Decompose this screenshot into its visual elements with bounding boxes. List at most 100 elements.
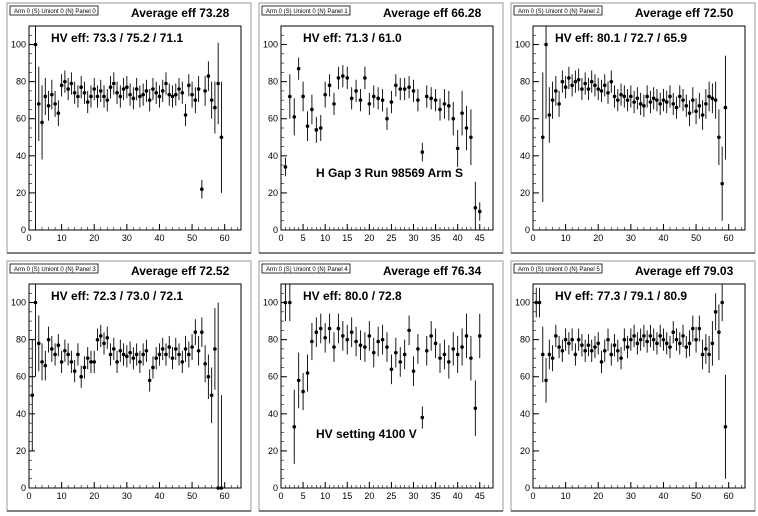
point-marker — [648, 334, 653, 338]
point-marker — [589, 79, 594, 84]
data-point — [674, 328, 679, 351]
data-point — [668, 335, 672, 359]
y-tick-label: 100 — [11, 40, 26, 50]
point-marker — [33, 42, 38, 47]
point-marker — [53, 352, 57, 357]
point-marker — [586, 87, 591, 91]
point-marker — [723, 425, 728, 429]
point-marker — [602, 83, 607, 88]
data-point — [50, 335, 54, 362]
point-marker — [550, 356, 555, 360]
point-marker — [563, 337, 568, 342]
point-marker — [398, 360, 403, 364]
data-point — [292, 389, 297, 464]
data-point — [560, 70, 565, 93]
point-marker — [209, 98, 214, 102]
y-tick-label: 60 — [268, 114, 278, 124]
point-marker — [655, 98, 659, 102]
point-marker — [622, 337, 627, 342]
data-point — [125, 345, 129, 368]
x-tick-label: 10 — [561, 233, 571, 243]
point-marker — [40, 360, 44, 364]
pad-title: Arm 0 (S) Uniont 0 (N) Panel 5 — [518, 267, 600, 273]
data-point — [196, 335, 201, 366]
hv-eff-label: HV eff: 80.1 / 72.7 / 65.9 — [555, 31, 687, 45]
data-point — [219, 395, 224, 490]
point-marker — [451, 347, 456, 351]
point-marker — [668, 345, 672, 349]
point-marker — [209, 393, 214, 398]
point-marker — [196, 348, 201, 353]
point-marker — [477, 209, 482, 214]
point-marker — [345, 337, 350, 342]
y-tick-label: 40 — [268, 409, 278, 419]
point-marker — [121, 352, 126, 357]
point-marker — [216, 81, 220, 86]
point-marker — [442, 102, 447, 106]
data-point — [599, 350, 604, 374]
point-marker — [216, 486, 220, 490]
data-point — [599, 79, 604, 103]
chart-panel-2: Arm 0 (S) Uniont 0 (N) Panel 2 Average ef… — [510, 2, 756, 254]
point-marker — [190, 345, 194, 349]
point-marker — [76, 352, 80, 357]
data-point — [36, 66, 41, 141]
data-point — [704, 334, 708, 364]
point-marker — [629, 94, 633, 99]
point-marker — [327, 83, 332, 88]
point-marker — [79, 374, 83, 379]
x-tick-label: 25 — [386, 233, 396, 243]
data-point — [691, 87, 695, 114]
point-marker — [66, 87, 70, 91]
data-point — [586, 77, 591, 101]
data-point — [128, 83, 132, 106]
data-point — [684, 94, 689, 117]
point-marker — [473, 406, 478, 411]
data-point — [576, 68, 581, 91]
point-marker — [416, 347, 420, 351]
data-point — [167, 335, 172, 359]
y-tick-label: 20 — [268, 188, 278, 198]
point-marker — [79, 85, 83, 89]
data-point — [596, 332, 601, 355]
data-point — [82, 81, 87, 104]
data-point — [576, 328, 581, 351]
point-marker — [157, 94, 162, 99]
data-point — [567, 332, 571, 355]
data-point — [151, 356, 155, 379]
point-marker — [455, 146, 460, 151]
data-point — [305, 354, 310, 392]
point-marker — [576, 337, 581, 342]
point-marker — [213, 347, 217, 351]
point-marker — [616, 348, 620, 353]
point-marker — [314, 128, 319, 132]
point-marker — [92, 87, 97, 91]
data-point — [593, 74, 597, 97]
point-marker — [473, 205, 478, 210]
point-marker — [59, 83, 64, 88]
data-point — [98, 324, 103, 348]
point-marker — [720, 300, 724, 305]
x-tick-label: 40 — [658, 491, 668, 501]
data-point — [570, 328, 574, 351]
data-point — [147, 89, 152, 112]
data-point — [638, 92, 643, 116]
data-point — [216, 42, 220, 125]
point-marker — [684, 345, 689, 349]
point-marker — [206, 374, 211, 379]
average-eff-title: Average eff 73.28 — [131, 6, 230, 20]
y-tick-label: 0 — [525, 225, 530, 235]
point-marker — [367, 102, 372, 106]
data-point — [336, 313, 341, 344]
point-marker — [580, 343, 584, 348]
x-tick-label: 20 — [89, 491, 99, 501]
data-point — [537, 287, 542, 318]
point-marker — [164, 81, 168, 86]
point-marker — [704, 347, 708, 351]
x-tick-label: 40 — [658, 233, 668, 243]
data-point — [134, 77, 139, 101]
average-eff-title: Average eff 72.50 — [635, 6, 734, 20]
point-marker — [296, 378, 301, 383]
x-tick-label: 0 — [530, 233, 535, 243]
point-marker — [697, 326, 702, 331]
